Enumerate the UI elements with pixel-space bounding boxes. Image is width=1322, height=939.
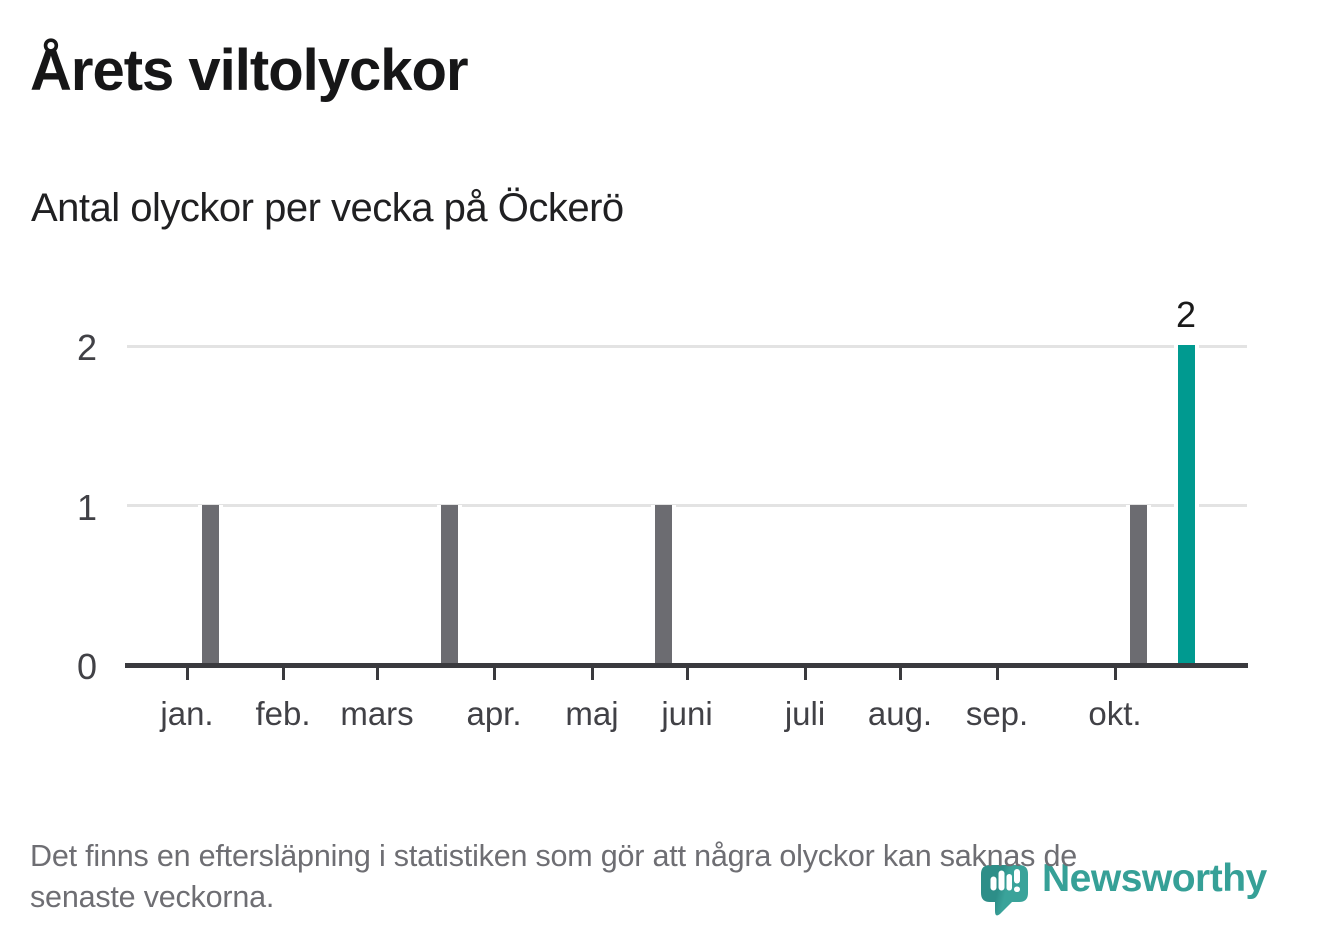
x-axis-tick-feb <box>282 668 285 680</box>
x-axis-month-label-apr: apr. <box>466 695 522 732</box>
x-axis-month-label-okt: okt. <box>1088 695 1142 732</box>
x-axis-tick-juli <box>804 668 807 680</box>
footnote: Det finns en eftersläpning i statistiken… <box>30 836 1077 918</box>
footnote-line-2: senaste veckorna. <box>30 880 275 914</box>
newsworthy-logo: Newsworthy <box>981 855 1311 925</box>
y-axis-tick-label-0: 0 <box>76 646 97 687</box>
gridline-y1 <box>127 504 1247 507</box>
x-axis-month-label-mars: mars <box>340 695 414 732</box>
x-axis-tick-juni <box>686 668 689 680</box>
bar <box>198 504 223 663</box>
bar <box>1125 504 1151 663</box>
x-axis-tick-okt <box>1114 668 1117 680</box>
x-axis-month-label-aug: aug. <box>867 695 933 732</box>
gridline-y2 <box>127 344 1247 348</box>
footnote-line-1: Det finns en eftersläpning i statistiken… <box>30 839 1077 873</box>
x-axis-tick-jan <box>186 668 189 680</box>
x-axis-month-label-juni: juni <box>661 695 713 732</box>
x-axis-month-label-juli: juli <box>784 695 826 732</box>
y-axis-tick-label-1: 1 <box>76 486 97 528</box>
x-axis-tick-apr <box>493 668 496 680</box>
newsworthy-wordmark: Newsworthy <box>1042 857 1267 900</box>
newsworthy-speech-bubble-bar-chart-icon <box>981 865 1028 916</box>
bar <box>436 504 462 663</box>
x-axis-line <box>125 663 1248 668</box>
page-title: Årets viltolyckor <box>30 38 469 103</box>
x-axis-month-label-jan: jan. <box>160 695 214 732</box>
bar-value-label: 2 <box>1175 294 1197 335</box>
x-axis-tick-mars <box>376 668 379 680</box>
chart-subtitle: Antal olyckor per vecka på Öckerö <box>31 186 624 230</box>
x-axis-month-label-maj: maj <box>565 695 619 732</box>
x-axis-tick-aug <box>899 668 902 680</box>
x-axis-month-label-sep: sep. <box>965 695 1029 732</box>
x-axis-month-label-feb: feb. <box>255 695 311 732</box>
bar <box>650 504 676 663</box>
x-axis-tick-maj <box>591 668 594 680</box>
x-axis-tick-sep <box>996 668 999 680</box>
y-axis-tick-label-2: 2 <box>76 327 97 368</box>
highlighted-bar <box>1173 345 1199 663</box>
